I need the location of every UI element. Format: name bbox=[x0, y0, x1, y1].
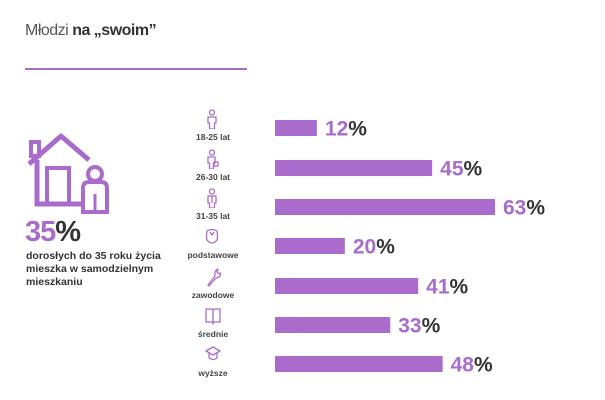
shield-icon bbox=[205, 228, 219, 244]
summary-description: dorosłych do 35 roku życia mieszka w sam… bbox=[26, 250, 161, 288]
data-label-2: 63% bbox=[503, 197, 545, 220]
category-6: wyższe bbox=[178, 345, 248, 378]
category-5: średnie bbox=[178, 306, 248, 339]
bar-5 bbox=[275, 317, 391, 333]
data-label-6: 48% bbox=[451, 354, 493, 377]
category-label: 31-35 lat bbox=[195, 211, 231, 221]
summary-unit: % bbox=[55, 216, 81, 248]
book-icon bbox=[205, 308, 221, 325]
house-person-icon bbox=[27, 133, 109, 214]
title-light: Młodzi bbox=[25, 22, 69, 39]
category-2: 31-35 lat bbox=[178, 188, 248, 221]
bar-1 bbox=[275, 160, 433, 176]
summary-value: 35% bbox=[25, 216, 81, 249]
divider bbox=[25, 68, 247, 70]
bar-0 bbox=[275, 120, 317, 136]
category-0: 18-25 lat bbox=[178, 109, 248, 142]
data-label-3: 20% bbox=[353, 236, 395, 259]
graduation-cap-icon bbox=[205, 346, 221, 361]
category-1: 26-30 lat bbox=[178, 149, 248, 182]
category-label: wyższe bbox=[198, 368, 228, 378]
data-label-4: 41% bbox=[426, 276, 468, 299]
category-label: 26-30 lat bbox=[195, 172, 231, 182]
title-bold: na „swoim” bbox=[72, 22, 157, 39]
person-icon bbox=[207, 109, 217, 129]
summary-number: 35 bbox=[25, 216, 56, 248]
category-label: średnie bbox=[197, 329, 229, 339]
category-label: podstawowe bbox=[187, 250, 239, 260]
page-title: Młodzi na „swoim” bbox=[25, 22, 157, 40]
bar-3 bbox=[275, 238, 345, 254]
person-with-bag-icon bbox=[207, 149, 219, 169]
category-4: zawodowe bbox=[178, 267, 248, 300]
category-3: podstawowe bbox=[178, 227, 248, 260]
person-suit-icon bbox=[207, 188, 217, 208]
data-label-0: 12% bbox=[325, 118, 367, 141]
data-label-5: 33% bbox=[398, 315, 440, 338]
data-label-1: 45% bbox=[440, 158, 482, 181]
category-label: 18-25 lat bbox=[195, 132, 231, 142]
wrench-icon bbox=[207, 268, 221, 287]
bar-2 bbox=[275, 199, 495, 215]
bar-4 bbox=[275, 278, 419, 294]
bar-6 bbox=[275, 356, 443, 372]
category-label: zawodowe bbox=[191, 290, 235, 300]
